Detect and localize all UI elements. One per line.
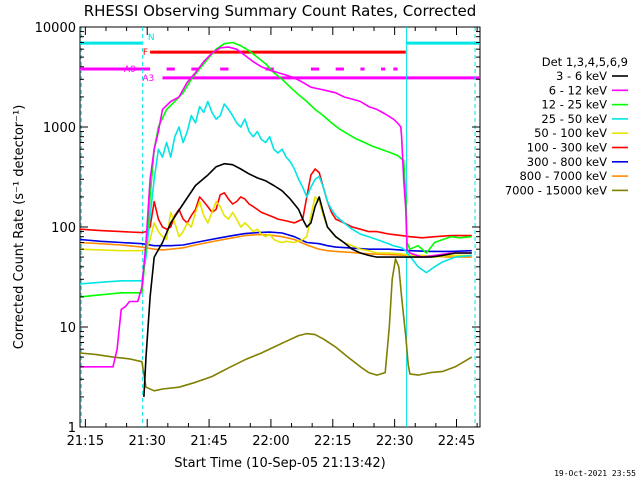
y-tick-label: 10000 (35, 21, 76, 36)
legend-label: 300 - 800 keV (527, 155, 607, 169)
x-tick-label: 22:00 (252, 434, 289, 449)
x-axis-label: Start Time (10-Sep-05 21:13:42) (174, 456, 385, 471)
flag-label-a3: A3 (142, 74, 154, 84)
vlines-layer (80, 27, 476, 427)
x-axis: 21:15 21:30 21:45 22:00 22:15 22:30 22:45 (67, 27, 478, 449)
legend-label: 7000 - 15000 keV (505, 183, 607, 197)
legend-label: 6 - 12 keV (549, 83, 607, 97)
legend-label: 100 - 300 keV (527, 141, 607, 155)
series-line-3 (79, 100, 472, 285)
series-line-5 (79, 168, 472, 239)
series-line-4 (79, 196, 472, 258)
flag-label-a0: A0 (124, 65, 136, 75)
y-axis-label: Corrected Count Rate (s⁻¹ detector⁻¹) (12, 105, 27, 350)
flag-label-n: N (148, 33, 155, 43)
legend-label: 25 - 50 keV (541, 112, 607, 126)
y-tick-label: 10 (59, 321, 76, 336)
y-tick-label: 100 (51, 221, 76, 236)
legend-label: 50 - 100 keV (534, 126, 607, 140)
x-tick-label: 22:15 (314, 434, 351, 449)
timestamp: 19-Oct-2021 23:55 (554, 469, 636, 478)
series-line-8 (79, 258, 473, 392)
y-axis: 1 10 100 1000 10000 (35, 21, 480, 436)
chart-title: RHESSI Observing Summary Count Rates, Co… (84, 2, 477, 20)
legend-title: Det 1,3,4,5,6,9 (542, 55, 628, 69)
flag-label-f: F (143, 48, 148, 58)
legend-label: 3 - 6 keV (556, 69, 607, 83)
series-line-6 (79, 231, 472, 253)
plot-frame (79, 26, 481, 428)
series-line-1 (80, 46, 472, 368)
x-tick-label: 21:30 (128, 434, 165, 449)
x-tick-label: 22:45 (438, 434, 475, 449)
x-tick-label: 21:15 (67, 434, 104, 449)
legend-label: 12 - 25 keV (541, 98, 607, 112)
legend-label: 800 - 7000 keV (519, 169, 607, 183)
y-tick-label: 1 (68, 421, 76, 436)
flags-layer: NF A0 A3 (80, 33, 480, 84)
x-tick-label: 21:45 (190, 434, 227, 449)
y-tick-label: 1000 (43, 121, 76, 136)
series-line-2 (79, 41, 472, 298)
series-line-0 (143, 162, 472, 397)
series-layer (79, 41, 473, 397)
x-tick-label: 22:30 (376, 434, 413, 449)
